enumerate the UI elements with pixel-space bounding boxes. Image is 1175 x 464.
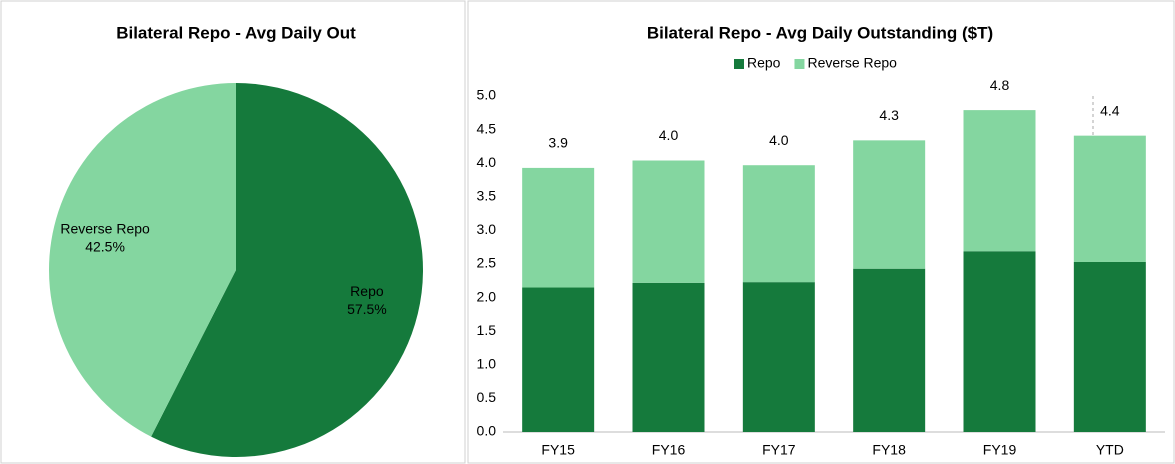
slice-name: Repo [350, 283, 384, 299]
x-tick-label: FY15 [541, 442, 575, 458]
bar [632, 160, 705, 283]
legend-swatch [734, 59, 744, 69]
bar [963, 110, 1036, 252]
bar [1073, 135, 1146, 262]
x-tick-label: FY16 [652, 442, 686, 458]
pie-slice [48, 83, 236, 437]
bar [853, 140, 926, 269]
bar [522, 167, 595, 288]
legend-label: Reverse Repo [807, 55, 897, 71]
total-label: 4.3 [879, 107, 899, 123]
y-tick-label: 1.5 [477, 322, 497, 338]
bar [632, 282, 705, 432]
legend-swatch [794, 59, 805, 69]
y-tick-label: 4.0 [477, 154, 497, 170]
total-label: 4.8 [990, 77, 1010, 93]
bar-title: Bilateral Repo - Avg Daily Outstanding (… [647, 23, 993, 42]
y-tick-label: 1.0 [477, 356, 497, 372]
y-tick-label: 0.5 [477, 389, 497, 405]
x-tick-label: YTD [1096, 442, 1124, 458]
x-tick-label: FY19 [983, 442, 1017, 458]
slice-label: 57.5% [347, 301, 387, 317]
y-tick-label: 0.0 [477, 423, 497, 439]
total-label: 4.0 [659, 127, 679, 143]
bar [963, 251, 1036, 432]
y-tick-label: 2.5 [477, 255, 497, 271]
total-label: 4.0 [769, 132, 789, 148]
legend-label: Repo [747, 55, 781, 71]
pie-title: Bilateral Repo - Avg Daily Out [116, 23, 356, 42]
y-tick-label: 4.5 [477, 120, 497, 136]
bar [742, 165, 815, 283]
y-tick-label: 2.0 [477, 288, 497, 304]
bar [742, 282, 815, 432]
bar [853, 268, 926, 432]
slice-name: Reverse Repo [60, 220, 150, 236]
y-tick-label: 5.0 [477, 87, 497, 103]
x-tick-label: FY18 [872, 442, 906, 458]
bar [522, 287, 595, 432]
y-tick-label: 3.0 [477, 221, 497, 237]
total-label: 3.9 [548, 135, 568, 151]
total-label: 4.4 [1100, 102, 1120, 118]
slice-label: 42.5% [85, 238, 125, 254]
x-tick-label: FY17 [762, 442, 796, 458]
y-tick-label: 3.5 [477, 188, 497, 204]
bar [1073, 261, 1146, 432]
pie-slice [151, 83, 424, 457]
